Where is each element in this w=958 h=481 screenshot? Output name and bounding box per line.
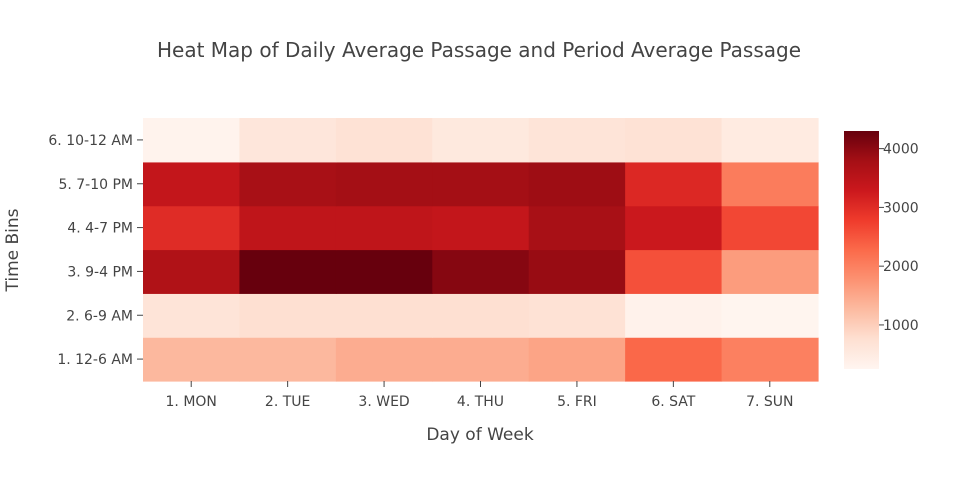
heatmap-cell <box>625 205 723 251</box>
y-tick-label: 4. 4-7 PM <box>67 221 133 237</box>
heatmap-cell <box>432 161 530 207</box>
heatmap-cell <box>335 205 433 251</box>
heatmap-cell <box>528 205 626 251</box>
heatmap-cell <box>625 293 723 338</box>
heatmap-cell <box>432 337 530 382</box>
y-tick-label: 5. 7-10 PM <box>58 177 133 193</box>
heatmap-cell <box>143 118 241 163</box>
heatmap-cell <box>528 118 626 163</box>
heatmap-cell <box>625 161 723 207</box>
y-tick-label: 3. 9-4 PM <box>67 264 133 280</box>
colorbar-tick-label: 2000 <box>883 259 919 275</box>
heatmap-cell <box>143 205 241 251</box>
y-axis-ticks: 1. 12-6 AM 2. 6-9 AM 3. 9-4 PM 4. 4-7 PM 5. … <box>48 133 143 368</box>
heatmap-cell <box>239 337 337 382</box>
heatmap-cell <box>335 337 433 382</box>
x-tick-label: 2. TUE <box>265 394 310 410</box>
heatmap-cell <box>335 249 433 294</box>
heatmap-cell <box>432 205 530 251</box>
heatmap-cell <box>335 161 433 207</box>
heatmap-cell <box>528 337 626 382</box>
x-tick-label: 5. FRI <box>557 394 597 410</box>
heatmap-cell <box>625 118 723 163</box>
colorbar-tick-label: 1000 <box>883 318 919 334</box>
y-axis-title: Time Bins <box>3 208 23 292</box>
x-tick-label: 4. THU <box>457 394 504 410</box>
heatmap-cell <box>239 118 337 163</box>
colorbar-gradient <box>844 131 879 369</box>
heatmap-cell <box>432 293 530 338</box>
heatmap-cell <box>239 293 337 338</box>
heatmap-cell <box>239 249 337 294</box>
x-tick-label: 1. MON <box>166 394 217 410</box>
heatmap-cell <box>143 293 241 338</box>
heatmap-cell <box>528 161 626 207</box>
heatmap-cell <box>625 337 723 382</box>
x-tick-label: 6. SAT <box>651 394 695 410</box>
y-tick-label: 1. 12-6 AM <box>57 352 133 368</box>
x-tick-label: 7. SUN <box>746 394 793 410</box>
heatmap-cell <box>143 249 241 294</box>
heatmap-cells <box>143 118 819 382</box>
heatmap-cell <box>335 293 433 338</box>
heatmap-cell <box>335 118 433 163</box>
heatmap-cell <box>432 118 530 163</box>
heatmap-cell <box>432 249 530 294</box>
colorbar: 1000 2000 3000 4000 <box>844 131 919 369</box>
heatmap-cell <box>721 249 819 294</box>
heatmap-cell <box>625 249 723 294</box>
heatmap-cell <box>721 118 819 163</box>
chart-title: Heat Map of Daily Average Passage and Pe… <box>157 38 801 62</box>
y-tick-label: 2. 6-9 AM <box>66 308 133 324</box>
heatmap-cell <box>721 337 819 382</box>
heatmap-cell <box>143 337 241 382</box>
heatmap-cell <box>528 249 626 294</box>
heatmap-cell <box>143 161 241 207</box>
heatmap-cell <box>721 293 819 338</box>
y-tick-label: 6. 10-12 AM <box>48 133 133 149</box>
colorbar-tick-label: 4000 <box>883 142 919 158</box>
colorbar-tick-label: 3000 <box>883 200 919 216</box>
heatmap-cell <box>528 293 626 338</box>
heatmap-cell <box>239 161 337 207</box>
heatmap-cell <box>721 205 819 251</box>
heatmap-cell <box>721 161 819 207</box>
heatmap-cell <box>239 205 337 251</box>
x-axis-title: Day of Week <box>426 425 533 445</box>
x-axis-ticks: 1. MON 2. TUE 3. WED 4. THU 5. FRI 6. SAT 7. S… <box>166 381 793 410</box>
x-tick-label: 3. WED <box>358 394 409 410</box>
